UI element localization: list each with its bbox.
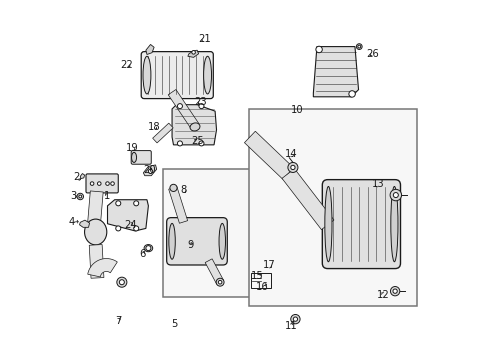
- Circle shape: [389, 287, 399, 296]
- Circle shape: [290, 315, 300, 324]
- Polygon shape: [87, 258, 117, 277]
- Bar: [250, 273, 270, 288]
- Ellipse shape: [219, 224, 225, 259]
- Polygon shape: [168, 186, 187, 223]
- Text: 2: 2: [73, 172, 80, 182]
- Text: 23: 23: [194, 97, 206, 107]
- Ellipse shape: [131, 152, 136, 162]
- FancyBboxPatch shape: [131, 150, 151, 164]
- Ellipse shape: [190, 123, 200, 131]
- Text: 25: 25: [190, 136, 203, 146]
- Polygon shape: [87, 191, 103, 226]
- Circle shape: [117, 277, 126, 287]
- Text: 9: 9: [187, 240, 194, 250]
- Text: 4: 4: [68, 217, 75, 227]
- Polygon shape: [80, 174, 84, 179]
- Ellipse shape: [144, 244, 152, 252]
- Circle shape: [97, 182, 101, 185]
- Circle shape: [105, 182, 109, 185]
- FancyBboxPatch shape: [86, 174, 118, 193]
- Circle shape: [290, 165, 294, 170]
- Text: 5: 5: [171, 319, 178, 329]
- Circle shape: [199, 141, 203, 146]
- FancyBboxPatch shape: [141, 51, 213, 99]
- Text: 7: 7: [115, 316, 121, 325]
- Text: 16: 16: [256, 282, 268, 292]
- Polygon shape: [168, 90, 199, 129]
- Polygon shape: [145, 44, 154, 54]
- FancyBboxPatch shape: [322, 180, 400, 269]
- Circle shape: [199, 104, 203, 109]
- Circle shape: [116, 201, 121, 206]
- Text: 8: 8: [180, 185, 186, 195]
- Circle shape: [119, 280, 124, 285]
- Polygon shape: [152, 123, 173, 143]
- Circle shape: [133, 201, 139, 206]
- Bar: [248, 109, 416, 306]
- Circle shape: [90, 182, 94, 185]
- Polygon shape: [282, 169, 333, 230]
- Circle shape: [357, 45, 360, 48]
- Polygon shape: [80, 220, 89, 227]
- Text: 6: 6: [139, 248, 145, 258]
- Polygon shape: [143, 165, 156, 176]
- Ellipse shape: [390, 186, 397, 262]
- FancyBboxPatch shape: [166, 218, 227, 265]
- Polygon shape: [187, 50, 198, 57]
- Text: 21: 21: [198, 35, 210, 44]
- Circle shape: [389, 189, 401, 201]
- Text: 22: 22: [120, 59, 133, 69]
- Circle shape: [315, 46, 322, 53]
- Text: 20: 20: [143, 165, 156, 175]
- Circle shape: [293, 317, 297, 321]
- Text: 10: 10: [291, 105, 303, 115]
- Text: 12: 12: [377, 290, 389, 300]
- Ellipse shape: [168, 224, 175, 259]
- Circle shape: [348, 91, 355, 97]
- Circle shape: [392, 289, 396, 293]
- Text: 3: 3: [70, 191, 76, 201]
- Polygon shape: [205, 259, 223, 284]
- Circle shape: [116, 226, 121, 231]
- Circle shape: [145, 246, 151, 251]
- Text: 15: 15: [250, 271, 263, 281]
- Text: 13: 13: [371, 179, 384, 189]
- Ellipse shape: [84, 219, 106, 245]
- Circle shape: [148, 169, 152, 174]
- Circle shape: [392, 193, 398, 198]
- Circle shape: [216, 278, 224, 286]
- Circle shape: [287, 162, 297, 172]
- Text: 24: 24: [124, 220, 137, 230]
- Text: 26: 26: [366, 49, 379, 59]
- Circle shape: [79, 195, 81, 198]
- Text: 11: 11: [284, 321, 297, 331]
- Circle shape: [356, 44, 362, 49]
- Ellipse shape: [142, 56, 151, 94]
- Polygon shape: [244, 131, 293, 179]
- Circle shape: [177, 141, 182, 146]
- Polygon shape: [107, 200, 148, 231]
- Polygon shape: [172, 105, 216, 145]
- Circle shape: [77, 193, 83, 200]
- Circle shape: [191, 50, 195, 54]
- Text: 14: 14: [284, 149, 297, 159]
- Polygon shape: [89, 244, 104, 278]
- Text: 1: 1: [104, 191, 110, 201]
- Circle shape: [110, 182, 114, 185]
- Circle shape: [218, 280, 222, 284]
- Text: 18: 18: [147, 122, 160, 132]
- Text: 17: 17: [262, 260, 275, 270]
- Polygon shape: [313, 46, 358, 97]
- Circle shape: [133, 226, 139, 231]
- Circle shape: [169, 184, 177, 192]
- Ellipse shape: [324, 186, 331, 262]
- Text: 19: 19: [126, 143, 139, 153]
- Bar: [163, 169, 251, 297]
- Ellipse shape: [203, 56, 211, 94]
- Circle shape: [177, 104, 182, 109]
